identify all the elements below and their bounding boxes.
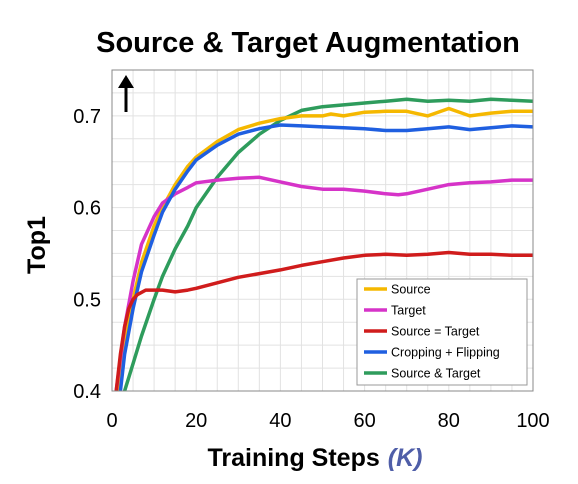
x-tick-label: 40 [269, 410, 291, 432]
series-layer [114, 97, 533, 391]
series-line-source [116, 106, 533, 391]
x-tick-label: 80 [438, 410, 460, 432]
y-axis-label: Top1 [23, 216, 51, 274]
y-tick-labels: 0.4 0.5 0.6 0.7 [73, 106, 101, 403]
x-axis-unit: (K) [388, 444, 423, 472]
x-axis-label: Training Steps (K) [208, 444, 423, 472]
y-tick-label: 0.6 [73, 198, 101, 220]
x-tick-label: 20 [185, 410, 207, 432]
series-line-target [114, 175, 533, 391]
up-arrow-icon [118, 75, 134, 112]
series-line-source-target [122, 97, 533, 391]
legend-label-source-target: Source = Target [391, 325, 480, 339]
y-tick-label: 0.4 [73, 381, 101, 403]
series-line-cropping-flipping [118, 123, 533, 391]
chart-title: Source & Target Augmentation [96, 27, 520, 59]
legend-label-source: Source [391, 283, 431, 297]
y-tick-label: 0.5 [73, 289, 101, 311]
legend-label-cropping-flipping: Cropping + Flipping [391, 346, 500, 360]
legend: Source Target Source = Target Cropping + Fl… [356, 278, 528, 386]
y-tick-label: 0.7 [73, 106, 101, 128]
x-axis-label-text: Training Steps [208, 444, 380, 472]
x-tick-labels: 0 20 40 60 80 100 [106, 410, 549, 432]
legend-label-target: Target [391, 304, 426, 318]
x-tick-label: 0 [106, 410, 117, 432]
x-tick-label: 100 [516, 410, 549, 432]
legend-label-source-target: Source & Target [391, 367, 481, 381]
x-tick-label: 60 [353, 410, 375, 432]
plot-frame [111, 69, 534, 392]
series-line-source-target [114, 250, 533, 391]
